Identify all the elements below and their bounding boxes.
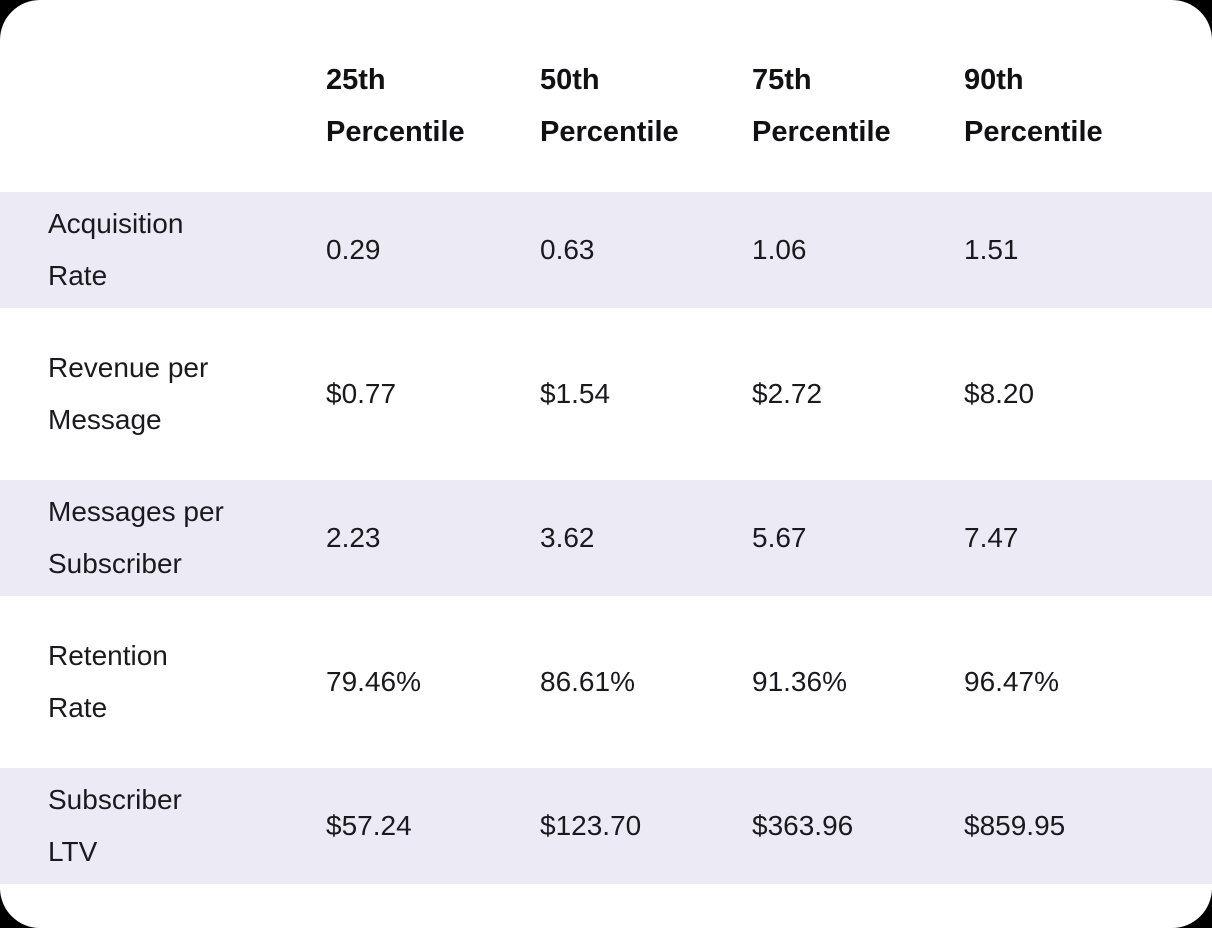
col-header-line: Percentile xyxy=(326,116,465,148)
metric-value: 1.51 xyxy=(964,192,1212,308)
metric-value: 86.61% xyxy=(540,666,635,697)
metric-value: $123.70 xyxy=(540,768,752,884)
row-revenue-per-message: Revenue per Message $0.77 $1.54 $2.72 $8… xyxy=(0,336,1212,452)
col-header-line: 50th xyxy=(540,64,600,96)
metric-value: 91.36% xyxy=(752,666,847,697)
metric-label-line: Messages per xyxy=(48,496,224,527)
metric-value: $859.95 xyxy=(964,768,1212,884)
row-subscriber-ltv: Subscriber LTV $57.24 $123.70 $363.96 $8… xyxy=(0,768,1212,884)
metric-label-line: Message xyxy=(48,404,162,435)
metric-label-line: Revenue per xyxy=(48,352,209,383)
row-messages-per-subscriber: Messages per Subscriber 2.23 3.62 5.67 7… xyxy=(0,480,1212,596)
row-retention-rate: Retention Rate 79.46% 86.61% 91.36% 96.4… xyxy=(0,624,1212,740)
metric-label-line: Rate xyxy=(48,692,108,723)
metric-value: 1.06 xyxy=(752,192,964,308)
col-header-75th-percentile: 75th Percentile xyxy=(752,48,964,164)
metric-value: 0.29 xyxy=(326,192,540,308)
metric-value: 3.62 xyxy=(540,480,752,596)
metric-value: $8.20 xyxy=(964,378,1035,409)
metric-label: Subscriber LTV xyxy=(0,768,326,884)
header-row: 25th Percentile 50th Percentile 75th Per… xyxy=(0,48,1212,164)
col-header-line: 75th xyxy=(752,64,812,96)
metric-label-line: Retention xyxy=(48,640,168,671)
metric-value: 5.67 xyxy=(752,480,964,596)
metric-label: Revenue per Message xyxy=(0,336,326,452)
metric-value: 2.23 xyxy=(326,480,540,596)
metric-label-line: Subscriber xyxy=(48,784,182,815)
col-header-line: Percentile xyxy=(964,116,1103,148)
metric-label: Retention Rate xyxy=(0,624,326,740)
metric-label-line: Rate xyxy=(48,260,108,291)
metric-value: 96.47% xyxy=(964,666,1059,697)
row-acquisition-rate: Acquisition Rate 0.29 0.63 1.06 1.51 xyxy=(0,192,1212,308)
col-header-25th-percentile: 25th Percentile xyxy=(326,48,540,164)
col-header-50th-percentile: 50th Percentile xyxy=(540,48,752,164)
metric-value: $1.54 xyxy=(540,378,611,409)
metric-value: $57.24 xyxy=(326,768,540,884)
col-header-line: Percentile xyxy=(752,116,891,148)
metric-value: 7.47 xyxy=(964,480,1212,596)
metric-label: Acquisition Rate xyxy=(0,192,326,308)
metric-label: Messages per Subscriber xyxy=(0,480,326,596)
metric-value: $2.72 xyxy=(752,378,823,409)
col-header-90th-percentile: 90th Percentile xyxy=(964,48,1212,164)
metric-label-line: Acquisition xyxy=(48,208,184,239)
metric-value: 0.63 xyxy=(540,192,752,308)
metric-label-line: LTV xyxy=(48,836,98,867)
metric-value: $0.77 xyxy=(326,378,397,409)
col-header-line: 90th xyxy=(964,64,1024,96)
col-header-line: 25th xyxy=(326,64,386,96)
metric-value: $363.96 xyxy=(752,768,964,884)
metric-value: 79.46% xyxy=(326,666,421,697)
col-header-line: Percentile xyxy=(540,116,679,148)
metric-label-line: Subscriber xyxy=(48,548,182,579)
header-empty-cell xyxy=(0,48,326,164)
percentile-metrics-table: 25th Percentile 50th Percentile 75th Per… xyxy=(0,20,1212,912)
